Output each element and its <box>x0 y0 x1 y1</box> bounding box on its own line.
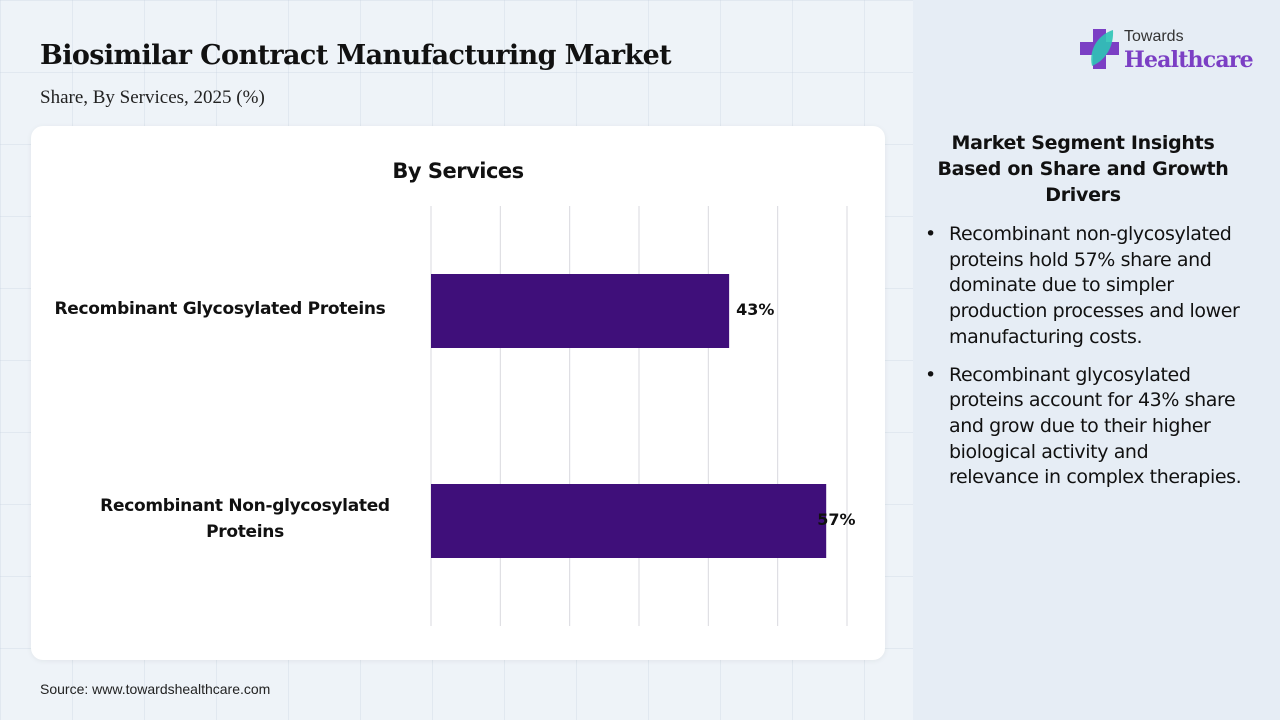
bullet-icon: • <box>925 363 936 386</box>
page-subtitle: Share, By Services, 2025 (%) <box>40 87 265 108</box>
value-label-non-glycosylated: 57% <box>817 510 856 529</box>
bar-non-glycosylated <box>431 484 827 558</box>
bar-glycosylated <box>431 274 730 348</box>
medical-cross-leaf-icon <box>1080 29 1119 69</box>
insight-item: • Recombinant non-glycosylated proteins … <box>922 222 1242 351</box>
insight-text: Recombinant glycosylated proteins accoun… <box>949 363 1242 489</box>
source-text: Source: www.towardshealthcare.com <box>40 681 271 697</box>
insights-panel-background <box>913 0 1280 720</box>
insight-item: • Recombinant glycosylated proteins acco… <box>922 363 1242 492</box>
category-label-glycosylated: Recombinant Glycosylated Proteins <box>54 299 386 319</box>
value-label-glycosylated: 43% <box>736 300 775 319</box>
chart-title: By Services <box>392 159 524 183</box>
insights-title: Market Segment Insights Based on Share a… <box>937 132 1229 206</box>
bar-chart-plot <box>430 206 848 626</box>
chart-card: By Services Recombinant Glycosylated Pro… <box>31 126 885 660</box>
towards-healthcare-logo: Towards Healthcare <box>1080 26 1260 76</box>
insights-list: • Recombinant non-glycosylated proteins … <box>922 222 1242 503</box>
logo-text-towards: Towards <box>1124 28 1184 45</box>
bullet-icon: • <box>925 223 936 245</box>
page-title: Biosimilar Contract Manufacturing Market <box>40 40 672 71</box>
logo-text-healthcare: Healthcare <box>1124 47 1254 73</box>
insight-text: Recombinant non-glycosylated proteins ho… <box>949 223 1240 348</box>
category-label-non-glycosylated: Recombinant Non-glycosylated Proteins <box>100 496 390 542</box>
